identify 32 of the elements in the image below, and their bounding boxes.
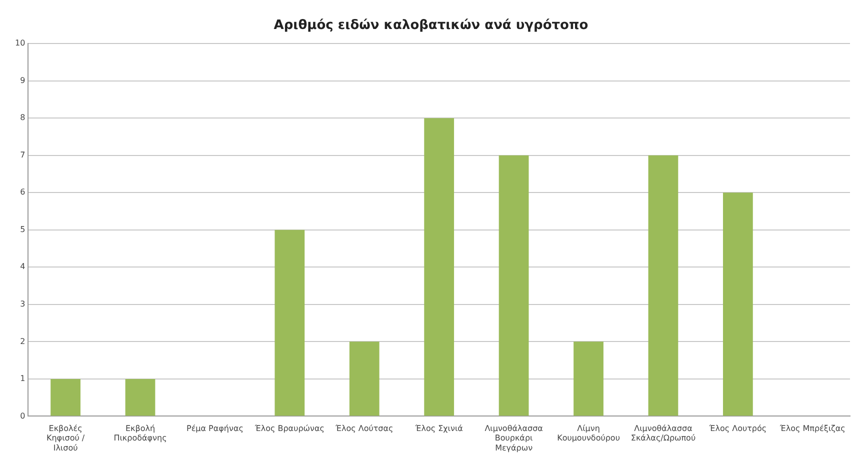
bar — [349, 342, 380, 416]
y-tick-label: 5 — [20, 224, 26, 234]
bar — [50, 378, 80, 416]
y-tick-label: 8 — [20, 113, 26, 122]
x-tick-label: Έλος Μπρέξιζας — [778, 424, 846, 434]
bar — [274, 230, 305, 416]
x-tick-label: Λιμνοθάλασσα Βουρκάρι Μεγάρων — [484, 424, 543, 452]
y-tick-label: 3 — [20, 300, 26, 308]
x-tick-label: Λίμνη Κουμουνδούρου — [557, 424, 620, 443]
x-tick-label: Λιμνοθάλασσα Σκάλας/Ωρωπού — [630, 424, 696, 443]
bar — [648, 155, 678, 416]
bar — [424, 118, 454, 416]
bar — [498, 155, 529, 416]
y-tick-label: 2 — [20, 336, 26, 346]
y-tick-label: 0 — [20, 411, 26, 420]
chart-title: Αριθμός ειδών καλοβατικών ανά υγρότοπο — [274, 18, 588, 34]
y-tick-label: 4 — [20, 262, 26, 272]
y-tick-label: 10 — [14, 38, 26, 48]
x-tick-label: Εκβολή Πικροδάφνης — [114, 424, 167, 443]
y-tick-label: 6 — [20, 188, 26, 197]
bar — [125, 378, 156, 416]
bar — [722, 192, 753, 416]
y-tick-label: 9 — [20, 76, 26, 85]
bar — [574, 342, 604, 416]
x-tick-label: Έλος Λουτρός — [708, 424, 767, 434]
y-tick-label: 7 — [20, 150, 26, 160]
y-tick-label: 1 — [20, 374, 26, 384]
x-tick-label: Εκβολές Κηφισού / Ιλισού — [46, 424, 85, 452]
x-tick-label: Ρέμα Ραφήνας — [186, 424, 244, 434]
x-tick-label: Έλος Λούτσας — [334, 424, 394, 434]
x-tick-label: Έλος Σχινιά — [414, 424, 463, 434]
x-tick-label: Έλος Βραυρώνας — [254, 424, 324, 434]
